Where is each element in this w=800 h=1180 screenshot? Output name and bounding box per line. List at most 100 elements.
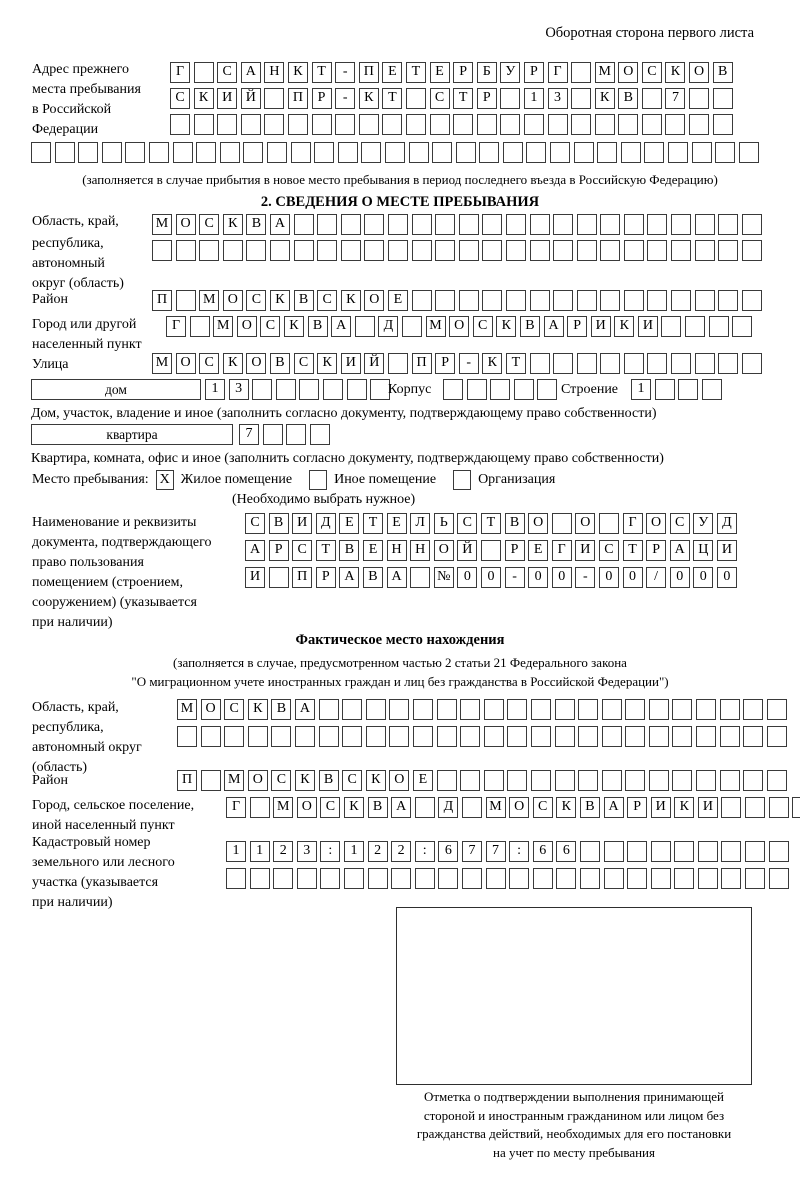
form-cell[interactable]: К <box>294 770 315 791</box>
doc-details-row-3[interactable]: И П Р А В А № 0 0-0 0-0 0/0 0 0 <box>245 567 740 588</box>
form-cell[interactable]: : <box>509 841 530 862</box>
form-cell[interactable] <box>387 353 408 374</box>
form-cell[interactable]: С <box>292 540 313 561</box>
form-cell[interactable]: 7 <box>485 841 506 862</box>
form-cell[interactable]: С <box>317 290 338 311</box>
form-cell[interactable]: И <box>716 540 737 561</box>
form-cell[interactable]: Т <box>315 540 336 561</box>
form-cell[interactable]: Т <box>505 353 526 374</box>
form-cell[interactable]: О <box>618 62 639 83</box>
form-cell[interactable] <box>671 240 692 261</box>
form-cell[interactable] <box>529 353 550 374</box>
form-cell[interactable] <box>172 142 193 163</box>
form-cell[interactable] <box>532 868 553 889</box>
form-cell[interactable] <box>340 240 361 261</box>
form-cell[interactable]: Г <box>166 316 186 337</box>
form-cell[interactable] <box>196 142 217 163</box>
form-cell[interactable] <box>177 726 197 747</box>
form-cell[interactable] <box>249 797 270 818</box>
form-cell[interactable]: - <box>335 88 356 109</box>
form-cell[interactable]: И <box>292 513 313 534</box>
form-cell[interactable] <box>715 142 736 163</box>
form-cell[interactable] <box>365 726 386 747</box>
form-cell[interactable]: Е <box>339 513 360 534</box>
form-cell[interactable] <box>340 214 361 235</box>
form-cell[interactable] <box>219 142 240 163</box>
form-cell[interactable]: К <box>482 353 503 374</box>
form-cell[interactable] <box>650 868 671 889</box>
form-cell[interactable] <box>553 353 574 374</box>
form-cell[interactable]: : <box>320 841 341 862</box>
form-cell[interactable]: 0 <box>693 567 714 588</box>
form-cell[interactable] <box>674 841 695 862</box>
form-cell[interactable] <box>243 142 264 163</box>
form-cell[interactable]: О <box>509 797 530 818</box>
form-cell[interactable]: М <box>152 353 172 374</box>
form-cell[interactable]: С <box>170 88 190 109</box>
form-cell[interactable]: А <box>331 316 352 337</box>
form-cell[interactable]: О <box>175 214 196 235</box>
form-cell[interactable]: В <box>504 513 525 534</box>
form-cell[interactable]: С <box>320 797 341 818</box>
form-cell[interactable]: К <box>556 797 577 818</box>
form-cell[interactable] <box>600 353 621 374</box>
form-cell[interactable] <box>654 379 675 400</box>
form-cell[interactable] <box>175 240 196 261</box>
form-cell[interactable]: М <box>594 62 615 83</box>
form-cell[interactable] <box>529 290 550 311</box>
form-cell[interactable] <box>170 114 190 135</box>
form-cell[interactable]: Д <box>438 797 459 818</box>
form-cell[interactable] <box>641 114 662 135</box>
form-cell[interactable]: О <box>236 316 257 337</box>
cadastral-row-2[interactable] <box>226 868 792 889</box>
form-cell[interactable]: В <box>269 353 290 374</box>
form-cell[interactable] <box>766 726 787 747</box>
form-cell[interactable] <box>264 114 285 135</box>
form-cell[interactable] <box>578 770 599 791</box>
form-cell[interactable]: 1 <box>226 841 246 862</box>
form-cell[interactable] <box>435 290 456 311</box>
form-cell[interactable] <box>507 726 528 747</box>
form-cell[interactable] <box>485 868 506 889</box>
form-cell[interactable]: А <box>669 540 690 561</box>
form-cell[interactable] <box>507 770 528 791</box>
form-cell[interactable]: - <box>575 567 596 588</box>
form-cell[interactable]: 1 <box>205 379 225 400</box>
form-cell[interactable]: - <box>335 62 356 83</box>
form-cell[interactable]: Н <box>264 62 285 83</box>
form-cell[interactable]: 0 <box>551 567 572 588</box>
form-cell[interactable]: М <box>152 214 172 235</box>
form-cell[interactable] <box>367 868 388 889</box>
form-cell[interactable] <box>743 699 764 720</box>
form-cell[interactable] <box>743 770 764 791</box>
form-cell[interactable]: Р <box>268 540 289 561</box>
form-cell[interactable] <box>578 726 599 747</box>
form-cell[interactable] <box>343 868 364 889</box>
form-cell[interactable] <box>571 114 592 135</box>
form-cell[interactable]: В <box>318 770 339 791</box>
flat-cells[interactable]: 7 <box>239 424 333 445</box>
form-cell[interactable] <box>718 353 739 374</box>
form-cell[interactable]: 0 <box>669 567 690 588</box>
form-cell[interactable] <box>743 726 764 747</box>
form-cell[interactable] <box>550 142 571 163</box>
form-cell[interactable] <box>490 379 511 400</box>
form-cell[interactable]: С <box>532 797 553 818</box>
form-cell[interactable] <box>792 797 800 818</box>
form-cell[interactable]: К <box>222 353 243 374</box>
form-cell[interactable]: О <box>575 513 596 534</box>
form-cell[interactable]: У <box>693 513 714 534</box>
form-cell[interactable]: А <box>245 540 265 561</box>
form-cell[interactable] <box>529 240 550 261</box>
form-cell[interactable] <box>721 841 742 862</box>
form-cell[interactable] <box>461 868 482 889</box>
form-cell[interactable] <box>578 699 599 720</box>
form-cell[interactable] <box>718 214 739 235</box>
form-cell[interactable] <box>768 841 789 862</box>
form-cell[interactable]: Е <box>386 513 407 534</box>
form-cell[interactable]: К <box>614 316 635 337</box>
form-cell[interactable]: - <box>504 567 525 588</box>
form-cell[interactable]: И <box>575 540 596 561</box>
